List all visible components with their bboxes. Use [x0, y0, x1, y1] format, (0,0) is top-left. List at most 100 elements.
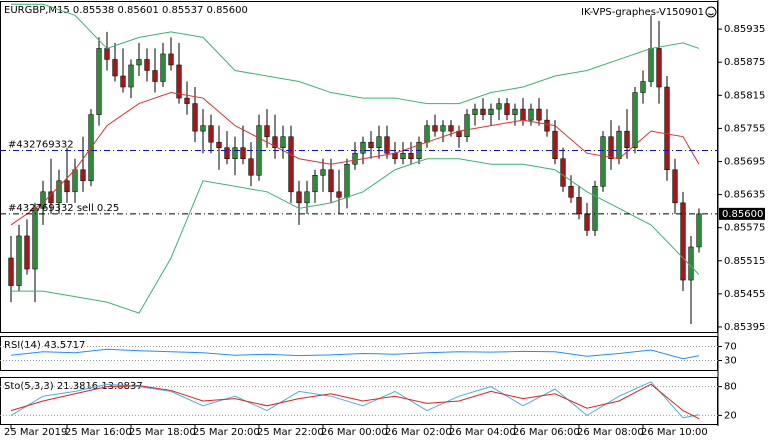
candle-body: [80, 169, 86, 182]
candle-body: [480, 108, 486, 115]
candle-body: [184, 97, 190, 104]
candle-body: [232, 147, 238, 159]
candle-body: [464, 114, 470, 137]
x-tick-label: 26 Mar 08:00: [577, 427, 644, 438]
candle-body: [64, 180, 70, 193]
candle-body: [584, 213, 590, 231]
x-tick-label: 26 Mar 02:00: [385, 427, 452, 438]
candle-body: [608, 136, 614, 159]
y-tick-label: 0.85515: [724, 256, 765, 267]
indicator-line: [10, 383, 700, 420]
candle-body: [248, 158, 254, 176]
smiley-mouth: [708, 13, 714, 16]
candle-body: [240, 147, 246, 159]
price-label-box: [719, 207, 765, 220]
y-tick-label: 0.85395: [724, 322, 765, 333]
candle-body: [16, 235, 22, 286]
broker-label: IK-VPS-graphes-V150901: [581, 7, 704, 18]
candle-body: [448, 125, 454, 132]
candle-body: [680, 202, 686, 281]
x-tick-label: 26 Mar 00:00: [321, 427, 388, 438]
candle-body: [272, 136, 278, 148]
panel-title: EURGBP,M15 0.85538 0.85601 0.85537 0.856…: [4, 5, 248, 16]
candle-body: [152, 70, 158, 82]
candle-body: [536, 108, 542, 121]
x-tick-label: 26 Mar 10:00: [641, 427, 708, 438]
candle-body: [24, 235, 30, 270]
candle-body: [264, 125, 270, 137]
candle-body: [104, 48, 110, 60]
candle-body: [656, 48, 662, 88]
x-tick-label: 25 Mar 2019: [4, 427, 67, 438]
candle-body: [320, 169, 326, 176]
candle-body: [544, 119, 550, 132]
indicator-line: [10, 92, 700, 226]
candle-body: [96, 48, 102, 115]
candle-body: [128, 64, 134, 88]
candle-body: [168, 53, 174, 66]
candle-body: [32, 208, 38, 270]
candle-body: [376, 136, 382, 148]
candle-body: [488, 108, 494, 115]
candle-body: [296, 191, 302, 204]
x-tick-label: 25 Mar 20:00: [193, 427, 260, 438]
candle-body: [592, 186, 598, 231]
y-tick-label: 0.85575: [724, 223, 765, 234]
candle-body: [176, 64, 182, 99]
candle-body: [360, 141, 366, 154]
candle-body: [552, 130, 558, 159]
candle-body: [576, 197, 582, 215]
candle-body: [624, 130, 630, 148]
x-tick-label: 26 Mar 04:00: [449, 427, 516, 438]
candle-body: [512, 108, 518, 115]
candle-body: [208, 125, 214, 143]
y-tick-label: 0.85755: [724, 123, 765, 134]
candle-body: [616, 130, 622, 159]
candle-body: [304, 191, 310, 204]
candle-body: [632, 92, 638, 148]
candle-body: [216, 141, 222, 148]
candle-body: [600, 136, 606, 187]
candle-body: [560, 158, 566, 187]
candle-body: [312, 175, 318, 193]
indicator-line: [11, 3, 700, 105]
candle-body: [352, 152, 358, 165]
y-tick-label: 0.85455: [724, 289, 765, 300]
y-tick-label: 0.85635: [724, 190, 765, 201]
candle-body: [328, 169, 334, 193]
candle-body: [280, 136, 286, 148]
x-tick-label: 25 Mar 16:00: [65, 427, 132, 438]
candle-body: [528, 108, 534, 121]
candle-body: [664, 86, 670, 171]
y-tick-label: 70: [724, 342, 737, 353]
indicator-line: [10, 348, 700, 360]
candle-body: [640, 81, 646, 93]
panel-title: RSI(14) 43.5717: [4, 340, 85, 351]
candle-body: [520, 108, 526, 121]
candle-body: [648, 48, 654, 82]
indicator-line: [11, 158, 700, 314]
y-tick-label: 0.85815: [724, 90, 765, 101]
y-tick-label: 20: [724, 410, 737, 421]
candle-body: [568, 186, 574, 198]
candle-body: [368, 141, 374, 148]
candle-body: [496, 103, 502, 110]
y-tick-label: 0.85695: [724, 156, 765, 167]
candle-body: [688, 246, 694, 281]
order-label: #432769332: [8, 139, 74, 150]
candle-body: [392, 152, 398, 159]
panel-title: Sto(5,3,3) 21.3816 13.0837: [4, 381, 143, 392]
candle-body: [192, 103, 198, 132]
candle-body: [120, 75, 126, 88]
candle-body: [424, 125, 430, 143]
y-tick-label: 0.85935: [724, 24, 765, 35]
y-tick-label: 30: [724, 356, 737, 367]
candle-body: [8, 257, 14, 286]
candle-body: [72, 169, 78, 193]
candle-body: [160, 53, 166, 82]
y-tick-label: 0.85875: [724, 57, 765, 68]
candle-body: [408, 152, 414, 159]
candle-body: [472, 108, 478, 115]
